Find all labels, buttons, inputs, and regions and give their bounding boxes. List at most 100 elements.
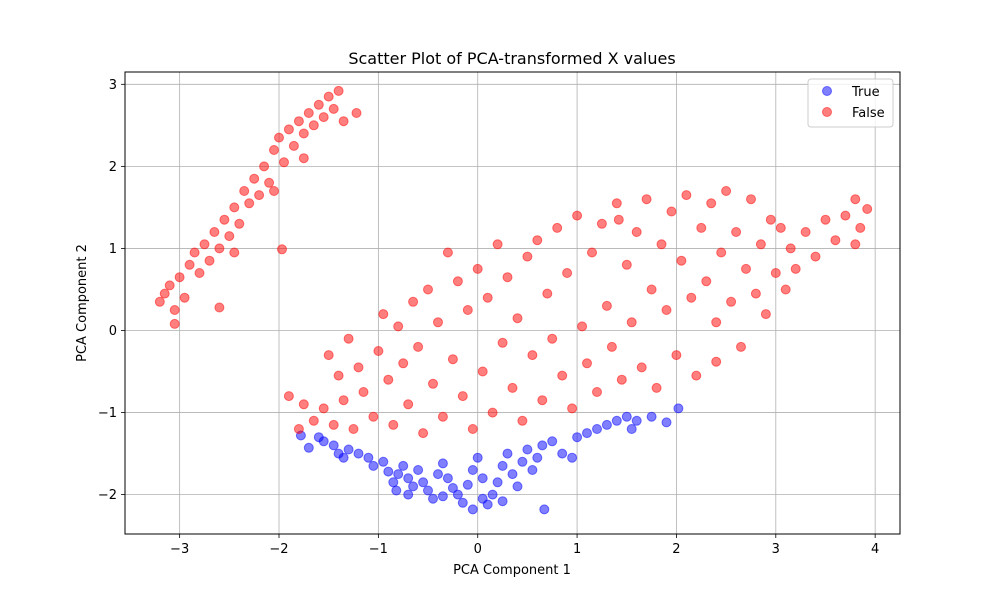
point-false	[810, 251, 821, 262]
point-false	[790, 263, 801, 274]
point-true	[472, 452, 483, 463]
point-false	[209, 227, 220, 237]
point-false	[378, 309, 389, 320]
point-false	[293, 424, 304, 434]
point-false	[179, 292, 190, 303]
point-true	[433, 469, 443, 480]
point-false	[696, 222, 707, 233]
point-false	[462, 305, 473, 315]
y-tick-label: −1	[98, 406, 117, 421]
point-false	[547, 333, 558, 344]
point-true	[497, 460, 508, 471]
point-false	[234, 218, 245, 229]
point-false	[562, 268, 573, 278]
point-true	[517, 456, 528, 467]
point-false	[537, 395, 548, 406]
point-false	[613, 214, 624, 225]
point-false	[189, 247, 200, 258]
point-true	[303, 442, 314, 453]
point-true	[507, 469, 518, 480]
point-false	[472, 263, 483, 274]
point-false	[587, 247, 597, 258]
point-false	[318, 403, 329, 414]
point-false	[239, 186, 250, 196]
point-false	[741, 263, 751, 274]
point-false	[820, 214, 831, 225]
point-true	[557, 448, 568, 459]
point-false	[666, 206, 677, 217]
point-false	[606, 341, 617, 352]
x-tick-label: −2	[269, 542, 288, 557]
point-true	[673, 403, 684, 414]
point-false	[298, 128, 309, 139]
point-false	[482, 292, 493, 303]
point-true	[452, 489, 463, 500]
point-false	[582, 358, 592, 369]
point-true	[492, 477, 503, 488]
point-true	[626, 424, 637, 434]
point-true	[363, 452, 374, 463]
point-false	[755, 239, 766, 250]
point-true	[318, 436, 329, 447]
point-false	[164, 280, 175, 291]
point-true	[497, 496, 508, 507]
y-tick-label: 1	[109, 242, 117, 257]
point-true	[547, 436, 558, 447]
point-false	[393, 321, 404, 332]
x-tick-label: −1	[369, 542, 388, 557]
point-false	[224, 231, 235, 242]
point-false	[691, 370, 702, 381]
point-false	[577, 321, 588, 332]
point-false	[726, 296, 737, 307]
point-false	[442, 247, 453, 258]
point-false	[750, 288, 761, 299]
point-false	[219, 214, 230, 225]
point-true	[477, 493, 488, 504]
point-false	[269, 186, 279, 196]
point-false	[447, 354, 458, 365]
point-false	[467, 424, 478, 434]
point-true	[442, 473, 453, 484]
point-false	[313, 99, 324, 110]
point-true	[343, 444, 354, 455]
point-true	[572, 432, 583, 443]
point-false	[403, 399, 414, 410]
point-true	[621, 411, 632, 422]
point-false	[780, 284, 791, 295]
x-axis-label: PCA Component 1	[453, 563, 571, 578]
point-false	[169, 318, 180, 329]
point-false	[204, 255, 215, 266]
point-false	[656, 239, 667, 250]
point-false	[269, 145, 279, 155]
point-true	[353, 448, 364, 459]
plot-area-frame	[124, 71, 901, 535]
point-false	[244, 198, 255, 209]
point-false	[512, 313, 523, 324]
point-false	[368, 411, 379, 422]
point-false	[507, 382, 518, 393]
point-true	[447, 483, 458, 493]
point-false	[457, 391, 468, 402]
point-true	[532, 452, 543, 463]
point-false	[428, 378, 438, 389]
point-true	[631, 415, 642, 426]
point-false	[830, 235, 841, 246]
point-false	[592, 387, 602, 397]
x-tick-label: 3	[772, 542, 780, 557]
point-true	[338, 452, 349, 463]
point-true	[467, 504, 478, 515]
point-false	[308, 120, 319, 131]
point-false	[701, 276, 712, 287]
point-false	[333, 85, 344, 96]
point-false	[686, 292, 697, 303]
point-false	[862, 204, 873, 214]
point-true	[423, 485, 433, 496]
point-false	[184, 259, 195, 270]
point-true	[467, 465, 478, 475]
point-false	[323, 91, 334, 102]
point-false	[711, 317, 722, 328]
point-false	[736, 341, 746, 352]
point-false	[413, 341, 424, 352]
point-false	[288, 140, 299, 151]
